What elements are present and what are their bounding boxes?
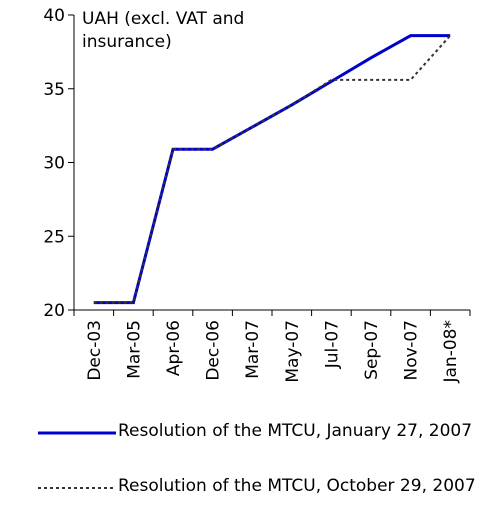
x-tick-label: Mar-07 — [243, 320, 263, 379]
x-tick-label: Dec-03 — [85, 320, 105, 381]
legend-label: Resolution of the MTCU, October 29, 2007 — [118, 476, 476, 496]
y-tick-label: 30 — [43, 154, 65, 174]
y-tick-label: 20 — [43, 301, 65, 321]
x-tick-label: Sep-07 — [362, 320, 382, 380]
x-tick-label: Mar-05 — [124, 320, 144, 379]
y-tick-label: 35 — [43, 80, 65, 100]
y-tick-label: 25 — [43, 227, 65, 247]
axis-note: UAH (excl. VAT and insurance) — [82, 9, 245, 52]
x-tick-label: Dec-06 — [204, 320, 224, 381]
x-tick-label: Jan-08* — [441, 320, 461, 383]
x-tick-label: Nov-07 — [402, 320, 422, 381]
series-line — [93, 34, 451, 305]
x-tick-label: Apr-06 — [164, 320, 184, 376]
series-line — [93, 34, 451, 304]
x-tick-label: May-07 — [283, 320, 303, 383]
legend-label: Resolution of the MTCU, January 27, 2007 — [118, 421, 473, 441]
x-tick-label: Jul-07 — [322, 320, 342, 369]
y-tick-label: 40 — [43, 6, 65, 26]
